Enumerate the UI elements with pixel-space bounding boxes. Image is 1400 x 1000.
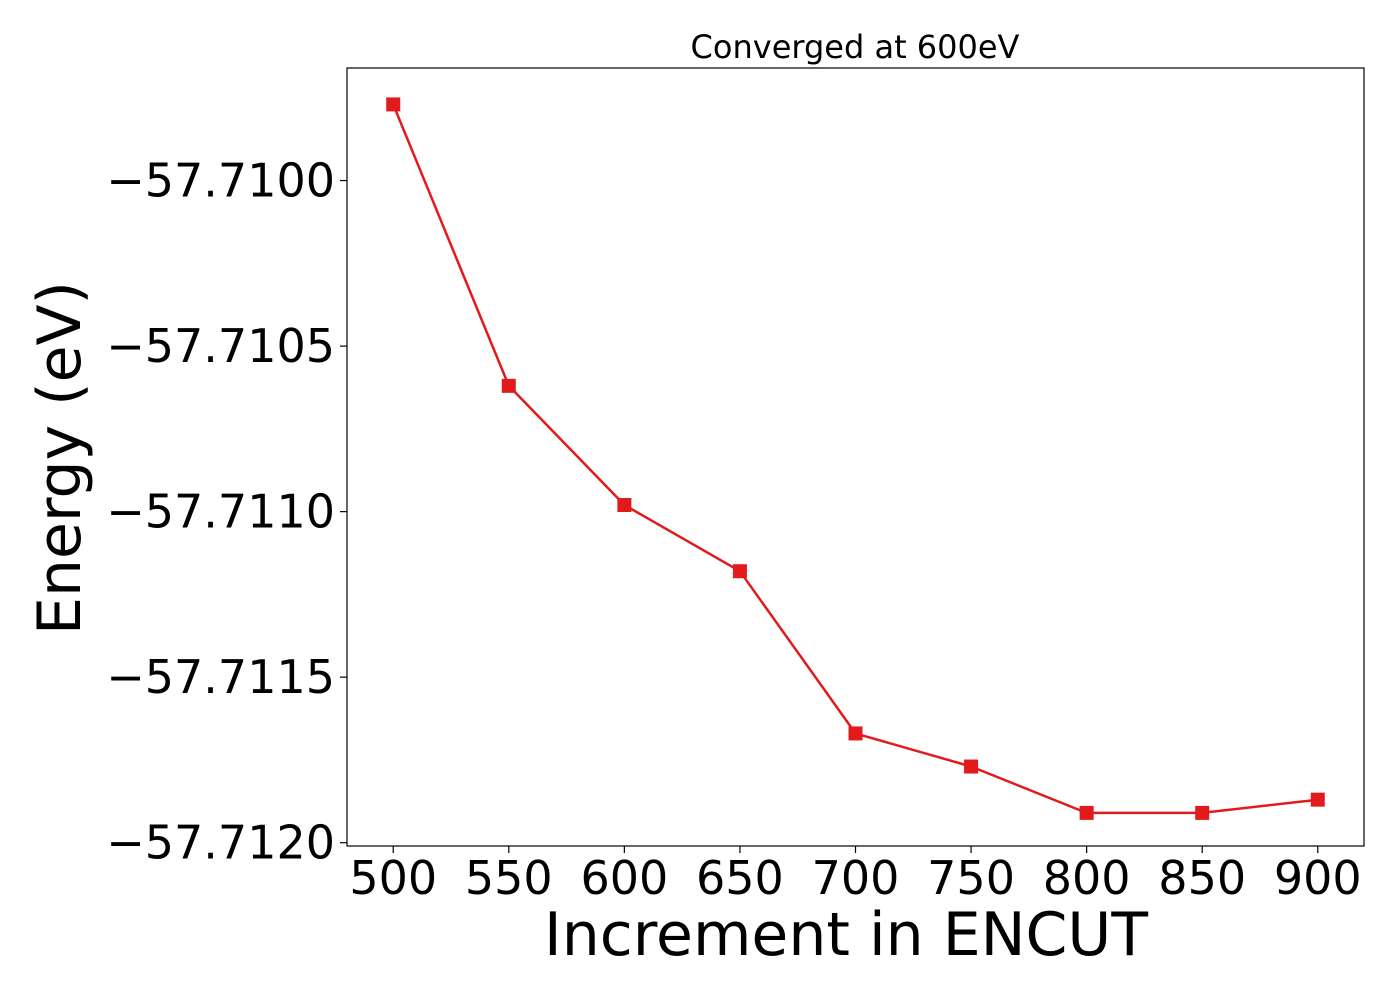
data-point [617, 498, 632, 513]
data-point [964, 759, 979, 774]
x-tick-label: 800 [1043, 851, 1131, 905]
x-tick-label: 650 [696, 851, 784, 905]
x-tick-label: 700 [812, 851, 900, 905]
data-point [1079, 805, 1094, 820]
data-point [386, 97, 401, 112]
y-axis-label: Energy (eV) [25, 281, 95, 635]
x-tick-label: 850 [1158, 851, 1246, 905]
y-tick-label: −57.7115 [106, 650, 335, 704]
series-group [386, 97, 1325, 820]
y-axis-ticks: −57.7100 −57.7105 −57.7110 −57.7115 −57.7120 [106, 154, 347, 870]
x-tick-label: 550 [465, 851, 553, 905]
x-tick-label: 900 [1274, 851, 1362, 905]
data-point [732, 564, 747, 579]
x-tick-label: 600 [580, 851, 668, 905]
chart-title: Converged at 600eV [691, 28, 1020, 66]
series-line [392, 103, 1318, 815]
data-point [848, 726, 863, 741]
y-tick-label: −57.7110 [106, 485, 335, 539]
x-axis-ticks: 500 550 600 650 700 750 800 850 900 [349, 846, 1362, 905]
y-tick-label: −57.7120 [106, 816, 335, 870]
y-tick-label: −57.7105 [106, 319, 335, 373]
x-tick-label: 500 [349, 851, 437, 905]
x-tick-label: 750 [927, 851, 1015, 905]
data-point [1310, 792, 1325, 807]
y-tick-label: −57.7100 [106, 154, 335, 208]
data-point [501, 378, 516, 393]
x-axis-label: Increment in ENCUT [544, 900, 1148, 970]
data-point [1195, 805, 1210, 820]
